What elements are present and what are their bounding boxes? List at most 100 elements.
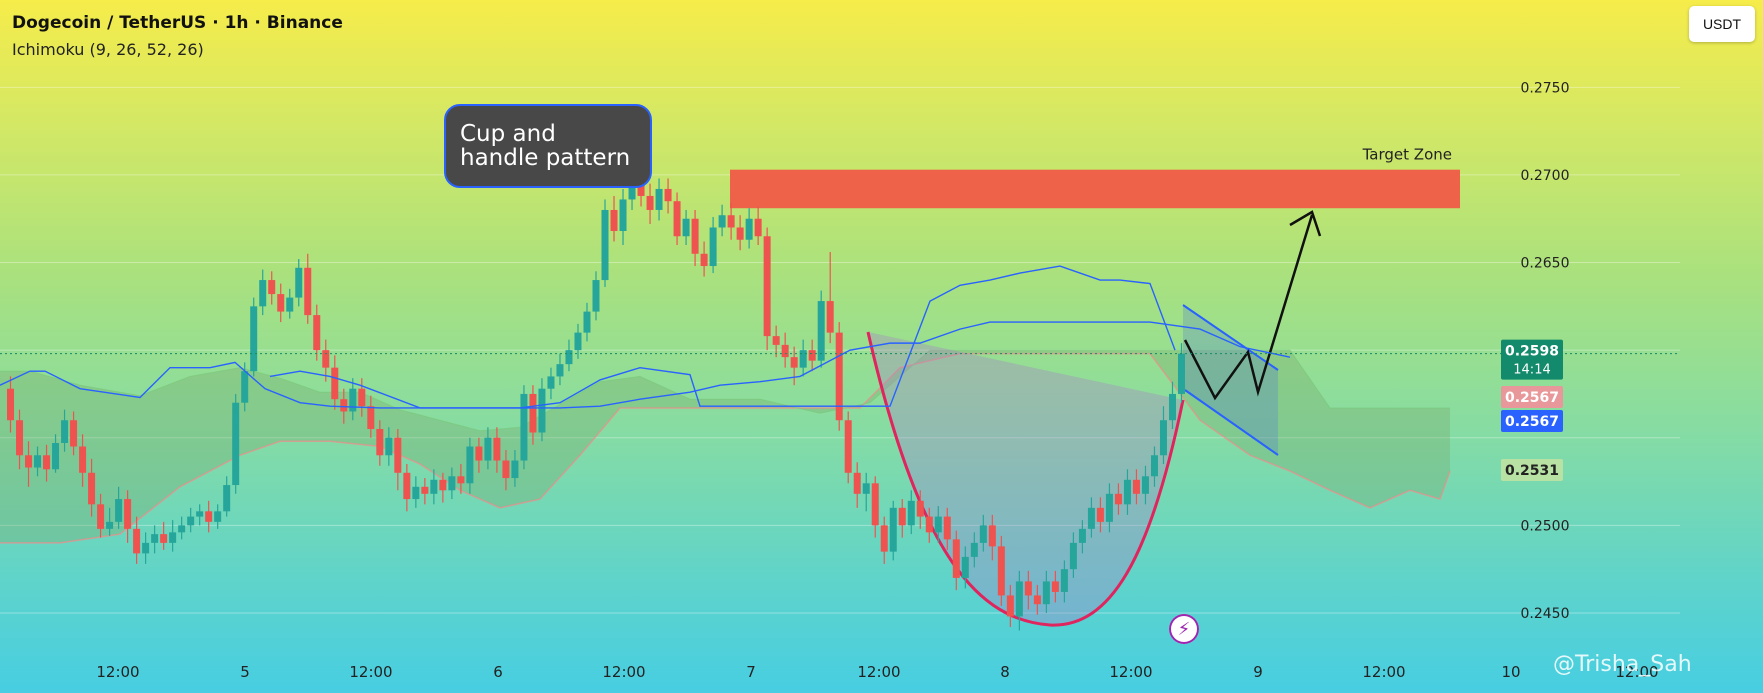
candle-body — [475, 446, 483, 461]
y-tick-label: 0.2750 — [1521, 80, 1570, 96]
candle-body — [430, 479, 438, 494]
candle-body — [277, 294, 285, 312]
candle-body — [799, 350, 807, 368]
price-label-bg — [1501, 459, 1563, 482]
candle-body — [376, 428, 384, 456]
candle-body — [1159, 420, 1167, 456]
candle-body — [610, 209, 618, 231]
handle-lower-line — [1184, 389, 1279, 456]
candle-body — [682, 218, 690, 237]
grid-layer — [0, 86, 1680, 614]
time-axis: 12:00 5 12:00 6 12:00 7 12:00 8 12:00 9 12:00 10 12:… — [96, 663, 1658, 681]
candle-body — [142, 542, 150, 554]
y-tick-label: 0.2500 — [1521, 518, 1570, 534]
price-label-text: 0.2598 — [1505, 344, 1559, 360]
x-tick-label: 12:00 — [857, 663, 900, 681]
y-tick-label: 0.2450 — [1521, 606, 1570, 622]
candle-body — [322, 350, 330, 368]
price-label-text: 0.2567 — [1505, 390, 1559, 406]
candle-body — [448, 476, 456, 491]
candle-body — [115, 499, 123, 522]
candle-body — [268, 280, 276, 295]
candle-body — [286, 297, 294, 312]
candle-body — [547, 376, 555, 389]
candle-body — [691, 218, 699, 254]
candle-body — [898, 507, 906, 526]
candle-body — [79, 446, 87, 473]
candle-body — [511, 460, 519, 479]
candle-body — [1024, 581, 1032, 596]
candle-body — [718, 215, 726, 228]
price-label-countdown: 14:14 — [1513, 363, 1550, 378]
candle-body — [880, 525, 888, 552]
candle-body — [574, 332, 582, 351]
candle-body — [70, 420, 78, 447]
x-tick-label: 12:00 — [96, 663, 139, 681]
price-axis: 0.2750 0.2700 0.2650 0.2500 0.2450 — [1521, 80, 1570, 622]
candle-body — [889, 507, 897, 552]
handle-upper-line — [1182, 304, 1279, 371]
candle-body — [835, 332, 843, 421]
candle-body — [952, 539, 960, 578]
candle-body — [745, 218, 753, 240]
candle-body — [727, 215, 735, 228]
candle-body — [1177, 353, 1185, 394]
candle-body — [493, 437, 501, 461]
candle-body — [457, 476, 465, 484]
candle-body — [826, 301, 834, 333]
candle-body — [313, 315, 321, 351]
candle-body — [250, 306, 258, 372]
x-tick-label: 8 — [1000, 663, 1010, 681]
candle-body — [781, 344, 789, 358]
candle-body — [1042, 581, 1050, 605]
x-tick-label: 7 — [746, 663, 756, 681]
price-label-text: 0.2531 — [1505, 463, 1559, 479]
candle-body — [871, 483, 879, 526]
price-label-text: 0.2567 — [1505, 414, 1559, 430]
candle-body — [943, 516, 951, 540]
candle-body — [34, 455, 42, 468]
indicator-label[interactable]: Ichimoku (9, 26, 52, 26) — [12, 40, 204, 59]
candle-body — [1123, 479, 1131, 505]
candle-body — [421, 486, 429, 494]
pattern-layer — [866, 210, 1322, 627]
candle-body — [1078, 528, 1086, 543]
x-tick-label: 5 — [240, 663, 250, 681]
candle-body — [592, 280, 600, 312]
candle-body — [934, 516, 942, 533]
candle-body — [1069, 542, 1077, 570]
handle-channel-fill — [1183, 305, 1278, 455]
leading-span-b — [0, 352, 1451, 544]
candle-body — [43, 455, 51, 470]
candle-body — [16, 420, 24, 456]
candle-body — [367, 406, 375, 429]
candle-body — [754, 218, 762, 237]
target-zone — [730, 169, 1460, 209]
candle-body — [700, 253, 708, 267]
projection-path — [1183, 214, 1314, 401]
candle-body — [736, 227, 744, 240]
candle-body — [1096, 507, 1104, 522]
price-labels: 0.2598 14:14 0.2567 0.2567 0.2531 — [1501, 339, 1563, 482]
candle-body — [133, 528, 141, 554]
candle-body — [241, 371, 249, 403]
candle-body — [556, 364, 564, 377]
currency-button[interactable]: USDT — [1689, 6, 1755, 42]
candle-body — [817, 301, 825, 361]
y-tick-label: 0.2650 — [1521, 256, 1570, 272]
cup-curve — [866, 331, 1185, 627]
candle-body — [979, 525, 987, 543]
candle-body — [1114, 493, 1122, 505]
lightning-bolt-icon[interactable]: ⚡ — [1169, 614, 1199, 644]
x-tick-label: 12:00 — [1615, 663, 1658, 681]
candle-body — [925, 516, 933, 533]
price-label-bg — [1501, 409, 1563, 432]
candle-body — [295, 267, 303, 298]
candle-body — [331, 367, 339, 400]
chart-title: Dogecoin / TetherUS · 1h · Binance — [12, 13, 343, 33]
candle-body — [151, 534, 159, 543]
candle-body — [439, 479, 447, 491]
candle-body — [385, 437, 393, 456]
x-tick-label: 12:00 — [1109, 663, 1152, 681]
